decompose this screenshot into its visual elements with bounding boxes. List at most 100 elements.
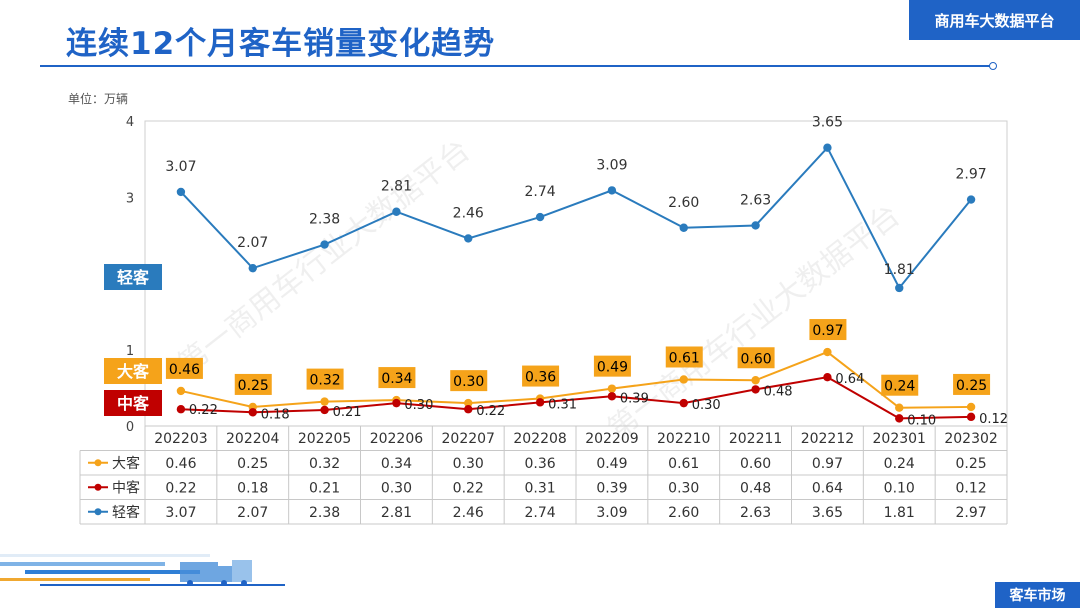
- medium-bus-data-label: 0.39: [620, 391, 649, 406]
- medium-bus-table-value: 0.64: [812, 480, 843, 496]
- light-bus-point: [607, 186, 617, 195]
- large-bus-line: [180, 350, 972, 409]
- medium-bus-table-value: 0.31: [524, 480, 555, 496]
- category-label: 202208: [513, 431, 566, 447]
- large-bus-label-box: [665, 346, 703, 368]
- medium-bus-data-label: 0.10: [907, 413, 936, 428]
- medium-bus-data-label: 0.22: [189, 403, 218, 418]
- watermark-text-2: 第一商用车行业大数据平台: [602, 198, 907, 447]
- light-bus-legend-marker: [94, 508, 102, 516]
- medium-bus-data-label: 0.21: [333, 405, 362, 420]
- light-bus-table-value: 2.63: [740, 505, 771, 521]
- large-bus-data-label: 0.32: [309, 373, 340, 389]
- medium-bus-point: [751, 385, 760, 394]
- large-bus-label-box: [378, 367, 416, 389]
- large-bus-label-box: [234, 373, 272, 395]
- medium-bus-series: 0.22 0.18 0.21 0.30 0.22 0.31 0.39 0.30 0.48 0.64…: [176, 372, 1008, 428]
- light-bus-point: [392, 207, 401, 216]
- light-bus-table-value: 2.07: [237, 505, 268, 521]
- large-bus-table-value: 0.46: [165, 456, 196, 472]
- y-axis: 0 1 3 4: [126, 115, 134, 435]
- large-bus-table-value: 0.97: [812, 456, 843, 472]
- market-badge: 客车市场: [995, 582, 1080, 608]
- medium-bus-legend-label: 中客: [112, 479, 140, 496]
- large-bus-table-value: 0.25: [237, 456, 268, 472]
- medium-bus-point: [823, 373, 832, 382]
- light-bus-point: [320, 240, 329, 249]
- title-divider: [40, 65, 992, 67]
- category-label: 202302: [944, 431, 997, 447]
- large-bus-data-label: 0.34: [381, 371, 412, 387]
- large-bus-point: [679, 375, 688, 384]
- large-bus-label-box: [593, 355, 631, 377]
- category-label: 202204: [226, 431, 280, 447]
- medium-bus-data-label: 0.12: [979, 412, 1008, 427]
- light-bus-table-value: 2.60: [668, 505, 699, 521]
- light-bus-data-label: 1.81: [884, 262, 915, 278]
- category-label: 202205: [298, 431, 351, 447]
- medium-bus-table-value: 0.30: [668, 480, 699, 496]
- medium-bus-point: [679, 398, 688, 408]
- light-bus-table-value: 2.97: [955, 505, 986, 521]
- large-bus-table-value: 0.32: [309, 456, 340, 472]
- category-label: 202207: [442, 431, 495, 447]
- large-bus-data-label: 0.97: [812, 323, 843, 339]
- medium-bus-data-label: 0.22: [476, 404, 505, 419]
- divider-end-dot: [989, 62, 997, 70]
- light-bus-tag-label: 轻客: [117, 268, 150, 287]
- medium-bus-table-value: 0.18: [237, 480, 268, 496]
- large-bus-table-value: 0.24: [884, 456, 915, 472]
- light-bus-table-value: 3.07: [165, 505, 196, 521]
- large-bus-label-box: [953, 373, 991, 395]
- large-bus-data-label: 0.25: [956, 378, 987, 394]
- large-bus-data-label: 0.46: [169, 362, 200, 378]
- medium-bus-table-value: 0.48: [740, 480, 771, 496]
- large-bus-table-value: 0.34: [381, 456, 412, 472]
- large-bus-label-box: [809, 319, 847, 341]
- medium-bus-table-value: 0.10: [884, 480, 915, 496]
- light-bus-data-label: 2.74: [524, 184, 555, 200]
- category-label: 202206: [370, 431, 424, 447]
- y-tick-label: 0: [126, 420, 134, 435]
- light-bus-table-value: 3.65: [812, 505, 843, 521]
- medium-bus-point: [248, 408, 257, 417]
- medium-bus-tag: [104, 390, 162, 416]
- large-bus-data-label: 0.49: [597, 360, 628, 376]
- light-bus-point: [679, 223, 688, 232]
- large-bus-label-box: [737, 347, 775, 369]
- medium-bus-data-label: 0.30: [404, 398, 433, 413]
- large-bus-table-value: 0.36: [524, 456, 555, 472]
- category-label: 202211: [729, 431, 782, 447]
- medium-bus-point: [607, 392, 617, 401]
- medium-bus-data-label: 0.18: [261, 407, 290, 422]
- category-label: 202210: [657, 431, 710, 447]
- large-bus-tag: [104, 358, 162, 384]
- light-bus-point: [176, 187, 186, 197]
- medium-bus-table-value: 0.39: [596, 480, 627, 496]
- light-bus-table-value: 1.81: [884, 505, 915, 521]
- truck-decoration: [0, 554, 285, 586]
- large-bus-table-value: 0.60: [740, 456, 771, 472]
- medium-bus-point: [392, 398, 401, 408]
- medium-bus-point: [966, 412, 976, 422]
- light-bus-table-value: 2.74: [524, 505, 555, 521]
- large-bus-data-label: 0.30: [453, 374, 484, 390]
- light-bus-table-value: 2.81: [381, 505, 412, 521]
- category-label: 202209: [585, 431, 638, 447]
- large-bus-table-value: 0.61: [668, 456, 699, 472]
- medium-bus-table-value: 0.21: [309, 480, 340, 496]
- light-bus-data-label: 3.65: [812, 115, 843, 131]
- series-layer: 0.46 0.25 0.32 0.34 0.30 0.36 0.49 0.61 0.60 0.97…: [165, 115, 1008, 429]
- unit-label: 单位：万辆: [68, 92, 129, 106]
- large-bus-data-label: 0.61: [669, 350, 700, 366]
- large-bus-point: [823, 347, 832, 357]
- medium-bus-point: [320, 405, 329, 415]
- light-bus-data-label: 2.97: [955, 167, 986, 183]
- large-bus-legend-label: 大客: [112, 455, 140, 472]
- light-bus-series: 3.07 2.07 2.38 2.81 2.46 2.74 3.09 2.60 2.63 3.65…: [165, 115, 987, 293]
- large-bus-point: [464, 398, 473, 408]
- large-bus-tag-label: 大客: [117, 362, 150, 381]
- light-bus-table-value: 2.38: [309, 505, 340, 521]
